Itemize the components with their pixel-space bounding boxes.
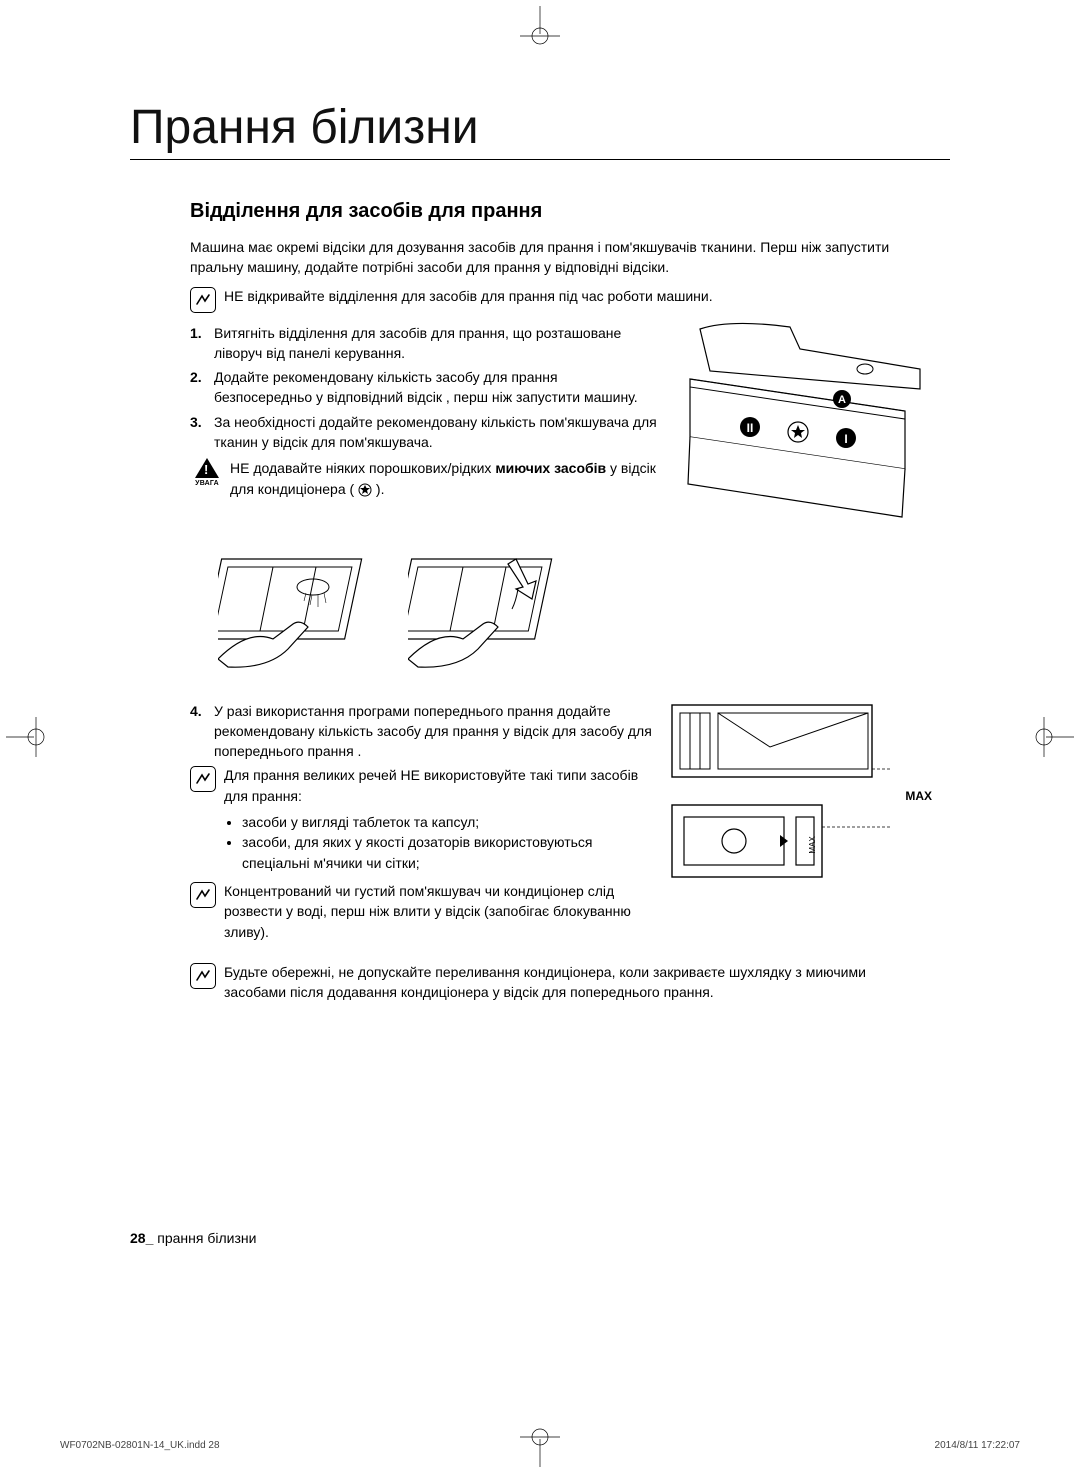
- drawer-overview-illustration: A II I: [670, 319, 930, 519]
- note-icon: [190, 766, 216, 792]
- caution-row: УВАГА НЕ додавайте ніяких порошкових/рід…: [190, 458, 658, 499]
- print-metadata: WF0702NB-02801N-14_UK.indd 28 2014/8/11 …: [60, 1440, 1020, 1451]
- svg-text:II: II: [747, 421, 754, 435]
- step-2: 2.Додайте рекомендовану кількість засобу…: [190, 367, 658, 408]
- note-2-lead: Для прання великих речей НЕ використовуй…: [224, 765, 658, 806]
- svg-text:A: A: [838, 394, 846, 406]
- step-3: 3.За необхідності додайте рекомендовану …: [190, 412, 658, 453]
- svg-text:MAX: MAX: [808, 835, 817, 853]
- crop-mark-top-icon: [510, 6, 570, 46]
- step-1: 1.Витягніть відділення для засобів для п…: [190, 323, 658, 364]
- note-1-text: НЕ відкривайте відділення для засобів дл…: [224, 286, 930, 306]
- page-footer: 28_ прання білизни: [130, 1230, 256, 1246]
- hand-powder-illustration: [218, 529, 388, 669]
- intro-text: Машина має окремі відсіки для дозування …: [190, 237, 930, 278]
- note-icon: [190, 882, 216, 908]
- hand-liquid-illustration: [408, 529, 578, 669]
- note-3-text: Концентрований чи густий пом'якшувач чи …: [224, 881, 658, 942]
- step-4: 4.У разі використання програми попереднь…: [190, 701, 658, 762]
- note-2: Для прання великих речей НЕ використовуй…: [190, 765, 658, 872]
- note-1: НЕ відкривайте відділення для засобів дл…: [190, 286, 930, 313]
- drawer-top-illustration: [670, 697, 890, 787]
- page-number: 28_: [130, 1230, 153, 1246]
- print-file: WF0702NB-02801N-14_UK.indd 28: [60, 1440, 220, 1451]
- note-4-text: Будьте обережні, не допускайте переливан…: [224, 962, 930, 1003]
- softener-insert-illustration: MAX: [670, 797, 890, 887]
- page-title: Прання білизни: [130, 100, 950, 155]
- crop-mark-left-icon: [6, 707, 46, 767]
- note-2-bullet-2: засоби, для яких у якості дозаторів вико…: [242, 832, 658, 873]
- crop-mark-right-icon: [1034, 707, 1074, 767]
- note-icon: [190, 287, 216, 313]
- caution-text: НЕ додавайте ніяких порошкових/рідких ми…: [230, 458, 658, 499]
- note-3: Концентрований чи густий пом'якшувач чи …: [190, 881, 658, 942]
- footer-text: прання білизни: [153, 1230, 256, 1246]
- note-4: Будьте обережні, не допускайте переливан…: [190, 962, 930, 1003]
- max-label: MAX: [905, 789, 932, 803]
- svg-text:I: I: [844, 432, 847, 446]
- caution-icon: УВАГА: [190, 458, 224, 487]
- section-title: Відділення для засобів для прання: [190, 200, 950, 223]
- page-title-wrap: Прання білизни: [130, 100, 950, 160]
- softener-symbol-icon: [358, 483, 372, 497]
- note-2-bullet-1: засоби у вигляді таблеток та капсул;: [242, 812, 658, 832]
- print-date: 2014/8/11 17:22:07: [935, 1440, 1020, 1451]
- note-icon: [190, 963, 216, 989]
